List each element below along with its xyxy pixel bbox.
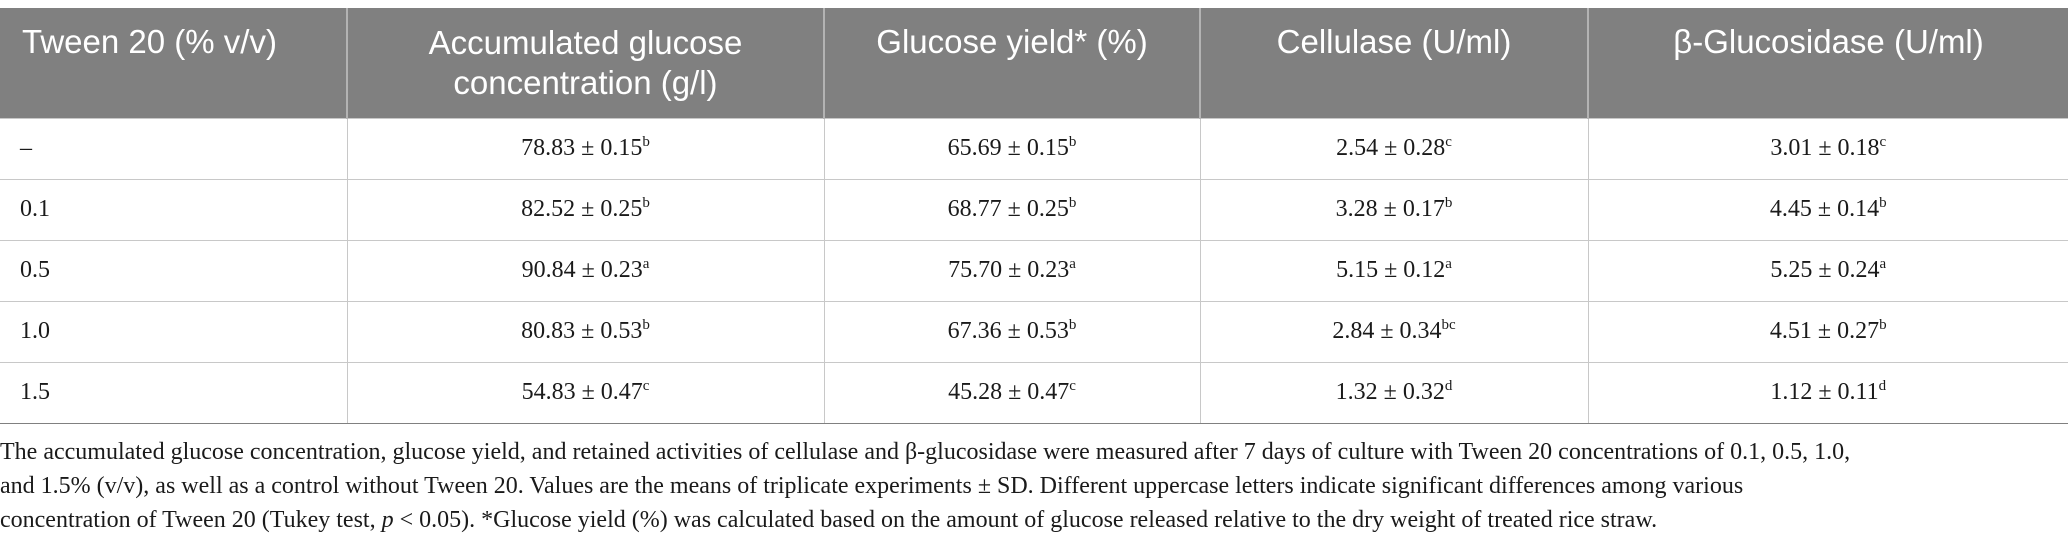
- value: 4.51 ± 0.27: [1769, 318, 1880, 344]
- cell-tween: –: [0, 117, 348, 179]
- value: 2.84 ± 0.34: [1332, 318, 1442, 344]
- footnote-text: < 0.05). *Glucose yield (%) was calculat…: [393, 507, 1658, 533]
- footnote-text: concentration of Tween 20 (Tukey test,: [0, 507, 382, 533]
- value: 5.15 ± 0.12: [1336, 257, 1446, 283]
- significance-letter: d: [1444, 378, 1453, 394]
- footnote-line: The accumulated glucose concentration, g…: [0, 439, 1851, 465]
- value: 5.25 ± 0.24: [1770, 257, 1880, 283]
- significance-letter: b: [1879, 195, 1887, 211]
- cell-cellulase: 2.84 ± 0.34bc: [1200, 300, 1589, 362]
- cell-glucose-conc: 90.84 ± 0.23a: [347, 239, 825, 301]
- data-table: Tween 20 (% v/v) Accumulated glucose con…: [0, 8, 2068, 424]
- significance-letter: b: [1068, 195, 1077, 211]
- header-bglucosidase: β-Glucosidase (U/ml): [1588, 8, 2068, 118]
- significance-letter: d: [1878, 378, 1887, 394]
- header-tween: Tween 20 (% v/v): [0, 8, 348, 118]
- cell-bglucosidase: 4.51 ± 0.27b: [1588, 300, 2068, 362]
- cell-bglucosidase: 1.12 ± 0.11d: [1588, 361, 2068, 424]
- table-row: – 78.83 ± 0.15b 65.69 ± 0.15b 2.54 ± 0.2…: [0, 117, 2068, 179]
- value: 68.77 ± 0.25: [947, 196, 1069, 222]
- header-cellulase: Cellulase (U/ml): [1200, 8, 1589, 118]
- value: 78.83 ± 0.15: [521, 135, 643, 161]
- header-glucose-conc: Accumulated glucose concentration (g/l): [347, 8, 825, 118]
- significance-letter: c: [1879, 134, 1887, 150]
- cell-tween: 0.5: [0, 239, 348, 301]
- cell-tween: 0.1: [0, 178, 348, 240]
- cell-tween: 1.5: [0, 361, 348, 424]
- cell-glucose-conc: 82.52 ± 0.25b: [347, 178, 825, 240]
- p-value-symbol: p: [381, 507, 394, 533]
- value: 1.32 ± 0.32: [1335, 379, 1445, 405]
- significance-letter: a: [1445, 256, 1452, 272]
- significance-letter: a: [1069, 256, 1076, 272]
- table-footnote: The accumulated glucose concentration, g…: [0, 435, 2060, 537]
- value: 82.52 ± 0.25: [521, 196, 643, 222]
- cell-glucose-conc: 80.83 ± 0.53b: [347, 300, 825, 362]
- cell-cellulase: 5.15 ± 0.12a: [1200, 239, 1589, 301]
- significance-letter: a: [1879, 256, 1887, 272]
- value: 80.83 ± 0.53: [521, 318, 643, 344]
- cell-tween: 1.0: [0, 300, 348, 362]
- significance-letter: b: [1068, 317, 1077, 333]
- header-glucose-yield: Glucose yield* (%): [824, 8, 1201, 118]
- table-row: 1.5 54.83 ± 0.47c 45.28 ± 0.47c 1.32 ± 0…: [0, 361, 2068, 424]
- value: 90.84 ± 0.23: [521, 257, 643, 283]
- value: 4.45 ± 0.14: [1769, 196, 1880, 222]
- significance-letter: c: [1445, 134, 1452, 150]
- table-row: 1.0 80.83 ± 0.53b 67.36 ± 0.53b 2.84 ± 0…: [0, 300, 2068, 362]
- value: 1.12 ± 0.11: [1770, 379, 1879, 405]
- table-header: Tween 20 (% v/v) Accumulated glucose con…: [0, 8, 2068, 118]
- cell-glucose-yield: 68.77 ± 0.25b: [824, 178, 1201, 240]
- cell-glucose-yield: 65.69 ± 0.15b: [824, 117, 1201, 179]
- cell-cellulase: 2.54 ± 0.28c: [1200, 117, 1589, 179]
- significance-letter: a: [642, 256, 650, 272]
- significance-letter: c: [1069, 378, 1076, 394]
- significance-letter: c: [642, 378, 650, 394]
- cell-glucose-yield: 67.36 ± 0.53b: [824, 300, 1201, 362]
- cell-bglucosidase: 3.01 ± 0.18c: [1588, 117, 2068, 179]
- table-row: 0.5 90.84 ± 0.23a 75.70 ± 0.23a 5.15 ± 0…: [0, 239, 2068, 301]
- significance-letter: b: [642, 317, 650, 333]
- footnote-line: and 1.5% (v/v), as well as a control wit…: [0, 473, 1744, 499]
- value: 65.69 ± 0.15: [947, 135, 1069, 161]
- data-table-container: Tween 20 (% v/v) Accumulated glucose con…: [0, 8, 2068, 424]
- significance-letter: b: [1444, 195, 1453, 211]
- cell-glucose-yield: 45.28 ± 0.47c: [824, 361, 1201, 424]
- table-row: 0.1 82.52 ± 0.25b 68.77 ± 0.25b 3.28 ± 0…: [0, 178, 2068, 240]
- significance-letter: bc: [1441, 317, 1456, 333]
- header-row: Tween 20 (% v/v) Accumulated glucose con…: [0, 8, 2068, 118]
- value: 3.28 ± 0.17: [1335, 196, 1445, 222]
- value: 54.83 ± 0.47: [521, 379, 643, 405]
- cell-bglucosidase: 5.25 ± 0.24a: [1588, 239, 2068, 301]
- cell-bglucosidase: 4.45 ± 0.14b: [1588, 178, 2068, 240]
- cell-glucose-yield: 75.70 ± 0.23a: [824, 239, 1201, 301]
- table-body: – 78.83 ± 0.15b 65.69 ± 0.15b 2.54 ± 0.2…: [0, 117, 2068, 424]
- significance-letter: b: [642, 195, 650, 211]
- significance-letter: b: [1068, 134, 1077, 150]
- footnote-line: concentration of Tween 20 (Tukey test, p…: [0, 503, 2060, 537]
- value: 2.54 ± 0.28: [1336, 135, 1446, 161]
- value: 75.70 ± 0.23: [948, 257, 1070, 283]
- value: 67.36 ± 0.53: [947, 318, 1069, 344]
- significance-letter: b: [642, 134, 650, 150]
- cell-glucose-conc: 54.83 ± 0.47c: [347, 361, 825, 424]
- cell-cellulase: 1.32 ± 0.32d: [1200, 361, 1589, 424]
- cell-glucose-conc: 78.83 ± 0.15b: [347, 117, 825, 179]
- value: 45.28 ± 0.47: [948, 379, 1070, 405]
- value: 3.01 ± 0.18: [1770, 135, 1880, 161]
- significance-letter: b: [1879, 317, 1887, 333]
- cell-cellulase: 3.28 ± 0.17b: [1200, 178, 1589, 240]
